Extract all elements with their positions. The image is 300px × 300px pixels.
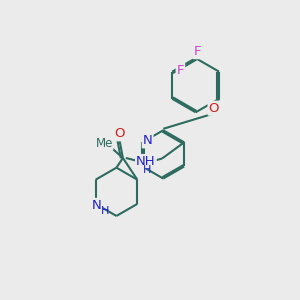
- Text: Me: Me: [95, 137, 113, 150]
- Text: N: N: [143, 134, 152, 147]
- Text: H: H: [143, 165, 152, 175]
- Text: O: O: [208, 102, 219, 115]
- Text: NH: NH: [136, 155, 156, 168]
- Text: N: N: [92, 199, 102, 212]
- Text: O: O: [114, 127, 124, 140]
- Text: F: F: [194, 45, 201, 58]
- Text: H: H: [101, 206, 110, 216]
- Text: F: F: [177, 64, 184, 77]
